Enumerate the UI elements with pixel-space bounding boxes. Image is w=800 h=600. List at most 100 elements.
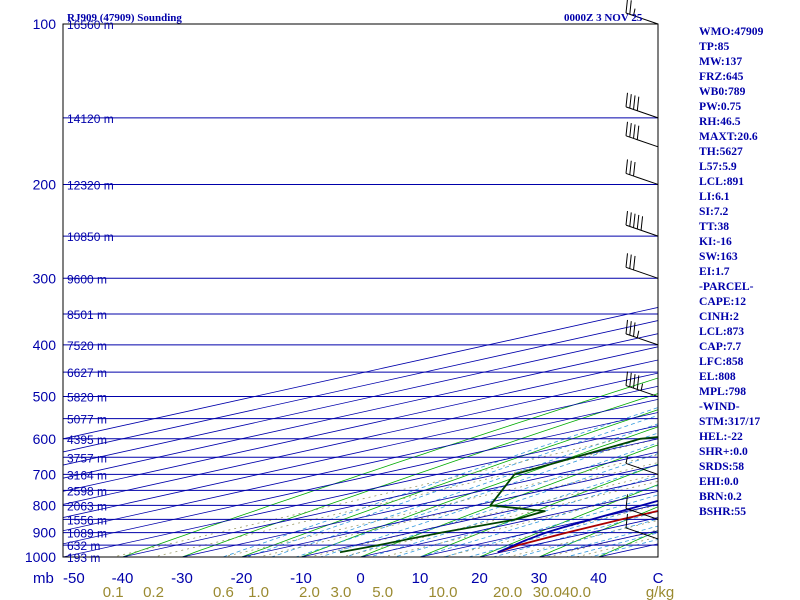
index-entry: TP:85	[699, 40, 730, 53]
height-label: 5820 m	[67, 391, 107, 405]
height-label: 10850 m	[67, 230, 114, 244]
index-entry: EL:808	[699, 370, 736, 383]
mixing-ratio-line	[545, 529, 658, 557]
index-entry: LCL:873	[699, 325, 745, 338]
barb-flag	[629, 160, 632, 175]
pressure-tick-label: 100	[33, 16, 57, 32]
height-label: 1556 m	[67, 513, 107, 527]
temperature-tick-label: -40	[112, 570, 134, 587]
pressure-tick-label: 400	[33, 337, 57, 353]
mixing-ratio-line	[221, 454, 658, 557]
isotherm	[63, 425, 658, 557]
mixing-ratio-tick-label: 40.0	[562, 584, 591, 600]
pressure-tick-label: 200	[33, 176, 57, 192]
pressure-tick-label: 700	[33, 466, 57, 482]
barb-shaft	[625, 172, 659, 185]
mixing-ratio-tick-label: 1.0	[248, 584, 269, 600]
wind-barb	[625, 0, 659, 25]
temperature-tick-label: 0	[356, 570, 364, 587]
height-label: 632 m	[67, 539, 100, 553]
height-label: 7520 m	[67, 339, 107, 353]
moist-adiabat	[221, 407, 658, 557]
barb-flag	[636, 214, 640, 230]
barb-shaft	[625, 266, 659, 279]
isotherm	[63, 372, 658, 505]
wind-barb	[625, 211, 659, 237]
pressure-tick-label: 1000	[25, 549, 56, 565]
isotherm	[63, 346, 658, 479]
barb-flag	[629, 372, 632, 387]
mixing-ratio-tick-label: 10.0	[428, 584, 457, 600]
index-entry: HEL:-22	[699, 430, 743, 443]
index-entry: MW:137	[699, 55, 743, 68]
barb-flag	[633, 374, 636, 389]
chart-time: 0000Z 3 NOV 25	[564, 12, 643, 24]
barb-flag	[625, 159, 628, 174]
barb-shaft	[625, 333, 659, 346]
height-label: 14120 m	[67, 112, 114, 126]
height-label: 193 m	[67, 551, 100, 565]
dry-adiabat	[359, 444, 658, 557]
index-entry: -WIND-	[699, 400, 740, 413]
plot-border	[62, 23, 659, 558]
barb-flag	[625, 253, 628, 268]
isotherm	[181, 451, 658, 557]
temperature-tick-label: 40	[590, 570, 607, 587]
mixing-ratio-tick-label: 2.0	[299, 584, 320, 600]
barb-flag	[625, 456, 628, 464]
temperature-tick-label: -20	[231, 570, 253, 587]
dry-adiabat	[121, 377, 658, 557]
barb-flag	[636, 96, 640, 111]
isotherm	[63, 385, 658, 519]
barb-flag	[629, 212, 632, 227]
index-entry: RH:46.5	[699, 115, 741, 128]
index-entry: CINH:2	[699, 310, 739, 323]
index-entry: FRZ:645	[699, 70, 744, 83]
index-entry: KI:-16	[699, 235, 732, 248]
barb-flag	[633, 213, 636, 228]
temperature-tick-label: -30	[171, 570, 193, 587]
mixing-ratio-tick-label: g/kg	[646, 584, 674, 600]
index-entry: SRDS:58	[699, 460, 745, 473]
index-entry: PW:0.75	[699, 100, 742, 113]
isotherm	[63, 412, 658, 545]
height-label: 12320 m	[67, 178, 114, 192]
mixing-ratio-tick-label: 3.0	[331, 584, 352, 600]
index-entry: STM:317/17	[699, 415, 761, 428]
temperature-tick-label: -50	[63, 570, 85, 587]
mixing-ratio-tick-label: 20.0	[493, 584, 522, 600]
temperature-tick-label: C	[653, 570, 664, 587]
barb-flag	[625, 121, 628, 136]
barb-flag	[636, 375, 640, 390]
height-label: 3757 m	[67, 451, 107, 465]
barb-shaft	[625, 385, 659, 398]
index-entry: BRN:0.2	[699, 490, 742, 503]
height-label: 4395 m	[67, 433, 107, 447]
moist-adiabat	[245, 415, 658, 557]
height-label: 9600 m	[67, 272, 107, 286]
mixing-ratio-tick-label: 0.6	[213, 584, 234, 600]
barb-shaft	[625, 507, 659, 520]
mixing-ratio-line	[339, 480, 658, 557]
mixing-ratio-line	[441, 504, 658, 557]
index-entry: MAXT:20.6	[699, 130, 758, 143]
index-entry: SI:7.2	[699, 205, 729, 218]
isotherm	[63, 359, 658, 492]
moist-adiabat	[491, 511, 658, 557]
moist-adiabat	[516, 518, 658, 557]
temperature-tick-label: -10	[290, 570, 312, 587]
barb-flag	[625, 371, 628, 386]
mixing-ratio-tick-label: 30.0	[533, 584, 562, 600]
dry-adiabat	[418, 463, 658, 557]
wind-barb	[625, 494, 659, 520]
mixing-ratio-tick-label: 5.0	[372, 584, 393, 600]
wind-barb	[625, 159, 659, 185]
barb-flag	[633, 124, 636, 139]
barb-flag	[629, 321, 632, 336]
barb-flag	[633, 255, 636, 270]
chart-title: RJ909 (47909) Sounding	[67, 12, 182, 24]
barb-flag	[640, 383, 644, 391]
index-entry: BSHR:55	[699, 505, 747, 518]
isotherm	[122, 438, 658, 557]
index-entry: CAP:7.7	[699, 340, 742, 353]
